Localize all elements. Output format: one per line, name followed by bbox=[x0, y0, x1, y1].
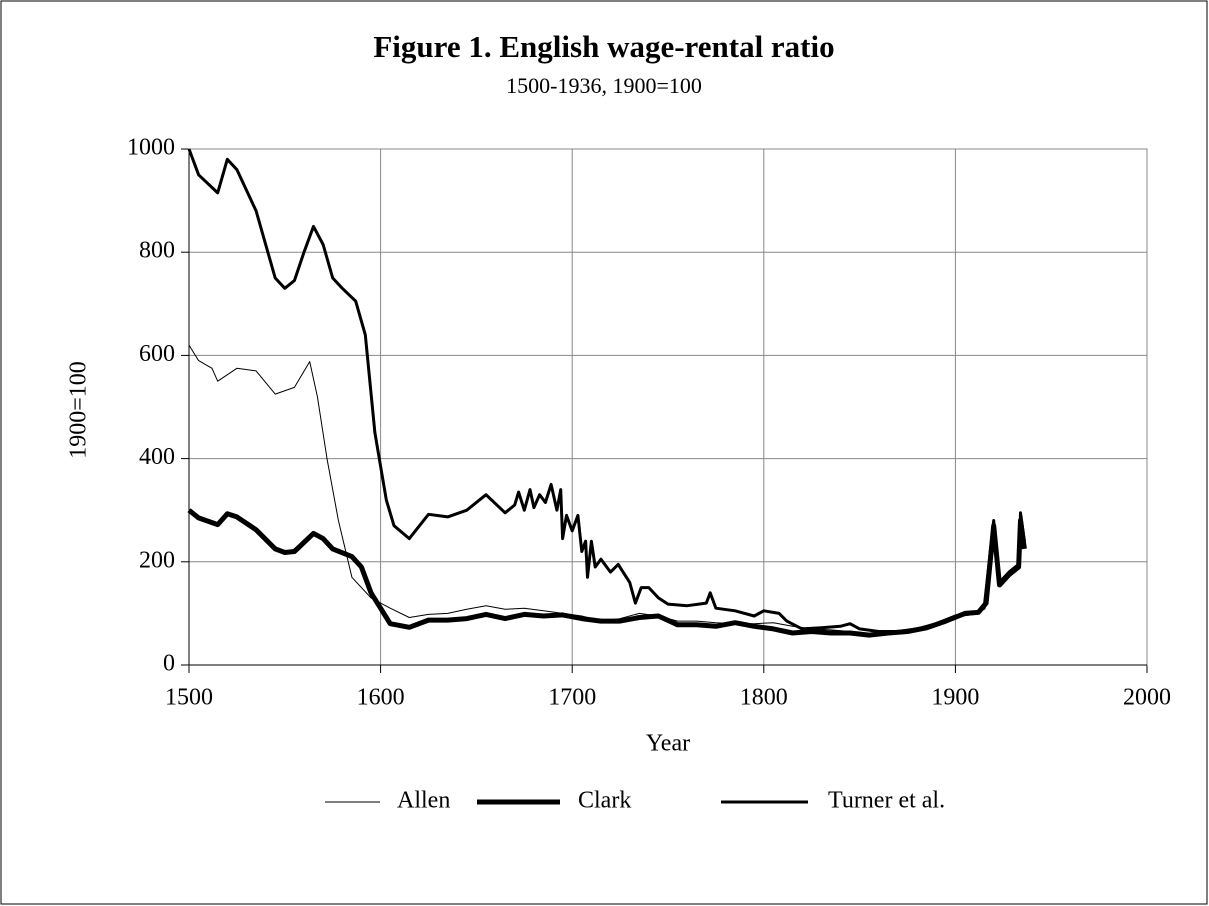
series-line bbox=[187, 148, 1026, 633]
legend-label: Allen bbox=[397, 788, 450, 814]
x-tick-label: 1800 bbox=[740, 685, 788, 711]
x-tick-label: 1700 bbox=[548, 685, 596, 711]
y-tick-label: 0 bbox=[163, 651, 175, 677]
chart-subtitle: 1500-1936, 1900=100 bbox=[506, 73, 702, 98]
y-tick-label: 800 bbox=[139, 238, 175, 264]
y-tick-label: 600 bbox=[139, 341, 175, 367]
x-axis-label: Year bbox=[646, 731, 690, 757]
x-tick-label: 2000 bbox=[1123, 685, 1171, 711]
y-axis-label: 1900=100 bbox=[66, 361, 92, 459]
x-tick-label: 1900 bbox=[931, 685, 979, 711]
legend-label: Clark bbox=[578, 788, 631, 814]
x-tick-label: 1600 bbox=[357, 685, 405, 711]
y-tick-label: 400 bbox=[139, 444, 175, 470]
y-tick-label: 1000 bbox=[127, 135, 175, 161]
legend-label: Turner et al. bbox=[828, 788, 945, 814]
chart-title: Figure 1. English wage-rental ratio bbox=[373, 29, 834, 64]
x-tick-label: 1500 bbox=[165, 685, 213, 711]
y-tick-label: 200 bbox=[139, 547, 175, 573]
